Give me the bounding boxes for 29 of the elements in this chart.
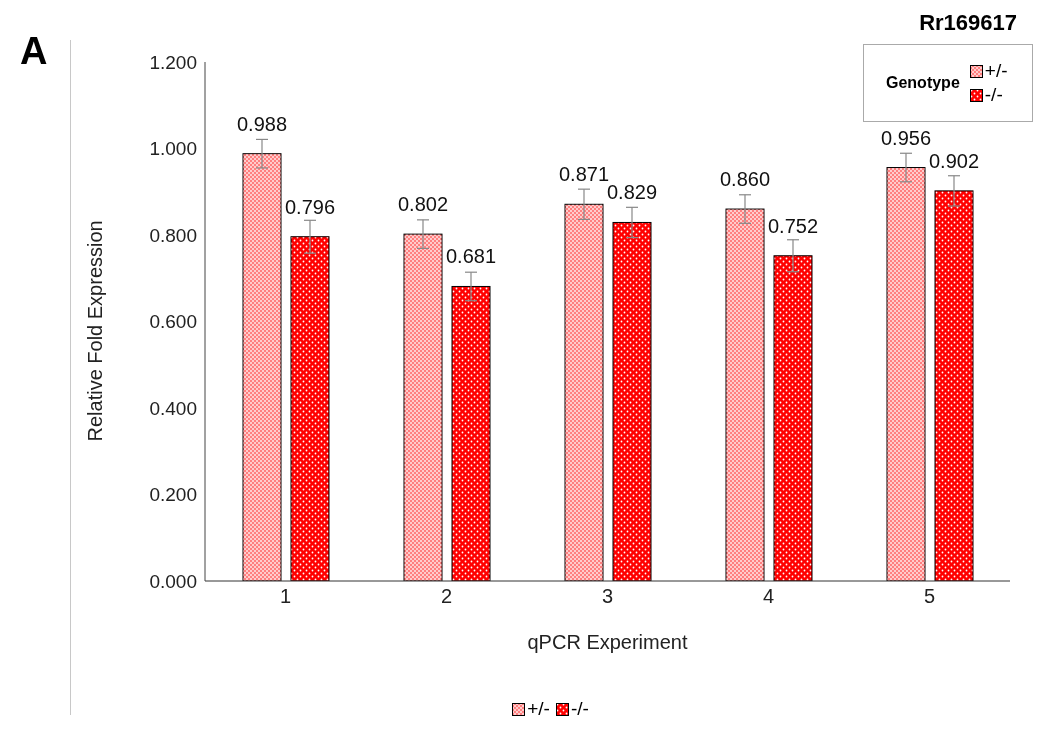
- text: +/-: [527, 698, 550, 719]
- y-tick-label: 0.800: [149, 224, 197, 246]
- y-tick-label: 1.000: [149, 138, 197, 160]
- data-label: 0.796: [284, 195, 336, 218]
- data-label: 0.956: [880, 126, 932, 149]
- data-label: 0.988: [236, 112, 288, 135]
- data-label: 0.802: [397, 193, 449, 216]
- x-tick-label: 5: [923, 585, 936, 608]
- x-tick-label: 4: [762, 585, 775, 608]
- y-axis-title: Relative Fold Expression: [84, 220, 107, 442]
- x-axis-title: qPCR Experiment: [527, 631, 688, 653]
- data-label: 0.752: [767, 214, 819, 237]
- data-label: 0.902: [928, 149, 980, 172]
- text: -/-: [570, 698, 589, 719]
- y-tick-label: 0.600: [149, 311, 197, 333]
- y-tick-label: 0.000: [149, 570, 197, 592]
- x-tick-label: 3: [601, 585, 614, 608]
- legend-label: -/-: [983, 83, 1004, 107]
- x-tick-label: 2: [440, 585, 453, 608]
- x-tick-label: 1: [279, 585, 292, 608]
- legend-title: Genotype: [886, 74, 960, 92]
- chart-title: Rr169617: [919, 10, 1017, 36]
- y-tick-label: 1.200: [149, 51, 197, 73]
- data-label: 0.681: [445, 245, 497, 268]
- data-label: 0.860: [719, 168, 771, 191]
- y-tick-label: 0.200: [149, 484, 197, 506]
- text: A: [20, 30, 48, 73]
- y-tick-label: 0.400: [149, 397, 197, 419]
- legend-label: +/-: [983, 59, 1008, 83]
